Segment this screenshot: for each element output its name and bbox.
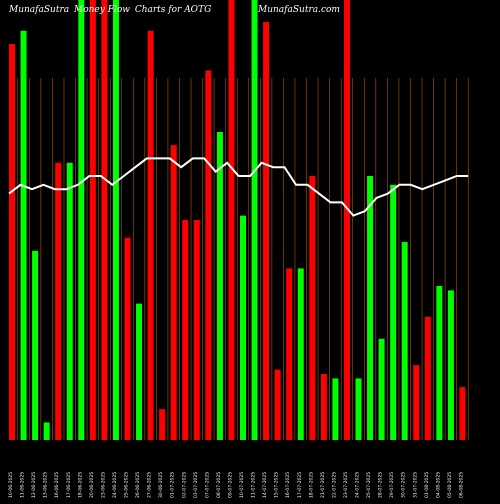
bar: [367, 176, 374, 440]
x-tick-label: 01-07-2025: [170, 472, 176, 498]
x-tick-label: 22-07-2025: [331, 472, 337, 498]
bar: [182, 220, 189, 440]
x-tick-label: 30-06-2025: [158, 472, 164, 498]
x-tick-label: 04-08-2025: [435, 472, 441, 498]
x-tick-label: 03-07-2025: [193, 472, 199, 498]
x-tick-label: 31-07-2025: [412, 472, 418, 498]
bar: [32, 250, 39, 440]
bar: [378, 338, 385, 440]
x-tick-label: 11-06-2025: [20, 472, 26, 498]
x-tick-label: 24-06-2025: [112, 472, 118, 498]
bar: [309, 176, 316, 440]
x-tick-label: 29-07-2025: [389, 472, 395, 498]
x-tick-label: 16-07-2025: [285, 472, 291, 498]
x-tick-label: 18-06-2025: [77, 472, 83, 498]
x-tick-label: 02-07-2025: [181, 472, 187, 498]
bar: [274, 369, 281, 440]
bar: [159, 409, 166, 440]
x-tick-label: 18-07-2025: [308, 472, 314, 498]
x-tick-label: 08-07-2025: [216, 472, 222, 498]
bar: [43, 422, 50, 440]
bar: [413, 365, 420, 440]
bar: [170, 145, 177, 440]
bar: [101, 0, 108, 440]
x-tick-label: 17-07-2025: [297, 472, 303, 498]
bar: [240, 215, 246, 440]
x-tick-label: 16-06-2025: [54, 472, 60, 498]
grid-layer: [17, 78, 469, 440]
x-tick-label: 10-06-2025: [8, 472, 14, 498]
bar: [89, 0, 96, 440]
x-tick-label: 23-07-2025: [343, 472, 349, 498]
bar: [147, 30, 154, 441]
x-tick-label: 17-06-2025: [66, 472, 72, 498]
bar: [459, 387, 466, 440]
bar: [401, 242, 408, 440]
title-site: MunafaSutra: [9, 5, 70, 15]
bar: [297, 268, 304, 440]
x-tick-label: 27-06-2025: [147, 472, 153, 498]
bar: [55, 162, 62, 441]
bar: [216, 132, 223, 440]
bar: [424, 316, 431, 440]
bar: [136, 303, 143, 440]
bar: [263, 22, 270, 440]
x-tick-label: 24-07-2025: [355, 472, 361, 498]
line-layer: [8, 157, 469, 217]
bar: [251, 0, 258, 440]
x-tick-label: 25-06-2025: [124, 472, 130, 498]
x-tick-label: 01-08-2025: [424, 472, 430, 498]
x-tick-label: 25-07-2025: [366, 472, 372, 498]
bar: [343, 0, 350, 440]
x-tick-label: 23-06-2025: [100, 472, 106, 498]
x-tick-label: 07-07-2025: [204, 472, 210, 498]
bar: [286, 268, 293, 440]
bar: [228, 0, 235, 440]
bar: [9, 44, 15, 440]
x-tick-label: 06-08-2025: [458, 472, 464, 498]
bar: [447, 290, 454, 440]
bar: [20, 30, 27, 441]
bar-layer: [9, 0, 466, 441]
site-url: MunafaSutra.com: [258, 5, 340, 15]
x-tick-label: 10-07-2025: [239, 472, 245, 498]
x-tick-label: 15-07-2025: [274, 472, 280, 498]
bar: [320, 374, 327, 440]
title-money-flow: Money Flow: [74, 5, 130, 15]
x-tick-label: 21-07-2025: [320, 472, 326, 498]
chart-title: MunafaSutra Money Flow Charts for AOTG: [9, 5, 213, 15]
bar: [193, 220, 200, 440]
x-tick-label: 14-07-2025: [262, 472, 268, 498]
x-tick-label: 26-06-2025: [135, 472, 141, 498]
x-tick-label: 20-06-2025: [89, 472, 95, 498]
x-tick-label: 05-08-2025: [447, 472, 453, 498]
x-tick-label: 13-06-2025: [43, 472, 49, 498]
series-line: [8, 157, 469, 217]
bar: [112, 0, 119, 440]
x-tick-label: 09-07-2025: [227, 472, 233, 498]
tick-label-layer: 10-06-2025 11-06-2025 12-06-2025 13-06-2025…: [8, 472, 464, 498]
bar: [124, 237, 131, 440]
bar: [332, 378, 339, 440]
bar: [78, 0, 85, 440]
x-tick-label: 30-07-2025: [401, 472, 407, 498]
bar: [205, 70, 212, 441]
bar: [355, 378, 362, 440]
x-tick-label: 12-06-2025: [31, 472, 37, 498]
bar: [66, 162, 73, 441]
bar: [436, 286, 443, 440]
x-tick-label: 11-07-2025: [251, 472, 257, 498]
bar: [390, 184, 397, 440]
x-tick-label: 28-07-2025: [378, 472, 384, 498]
title-charts-for: Charts for AOTG: [134, 5, 212, 15]
